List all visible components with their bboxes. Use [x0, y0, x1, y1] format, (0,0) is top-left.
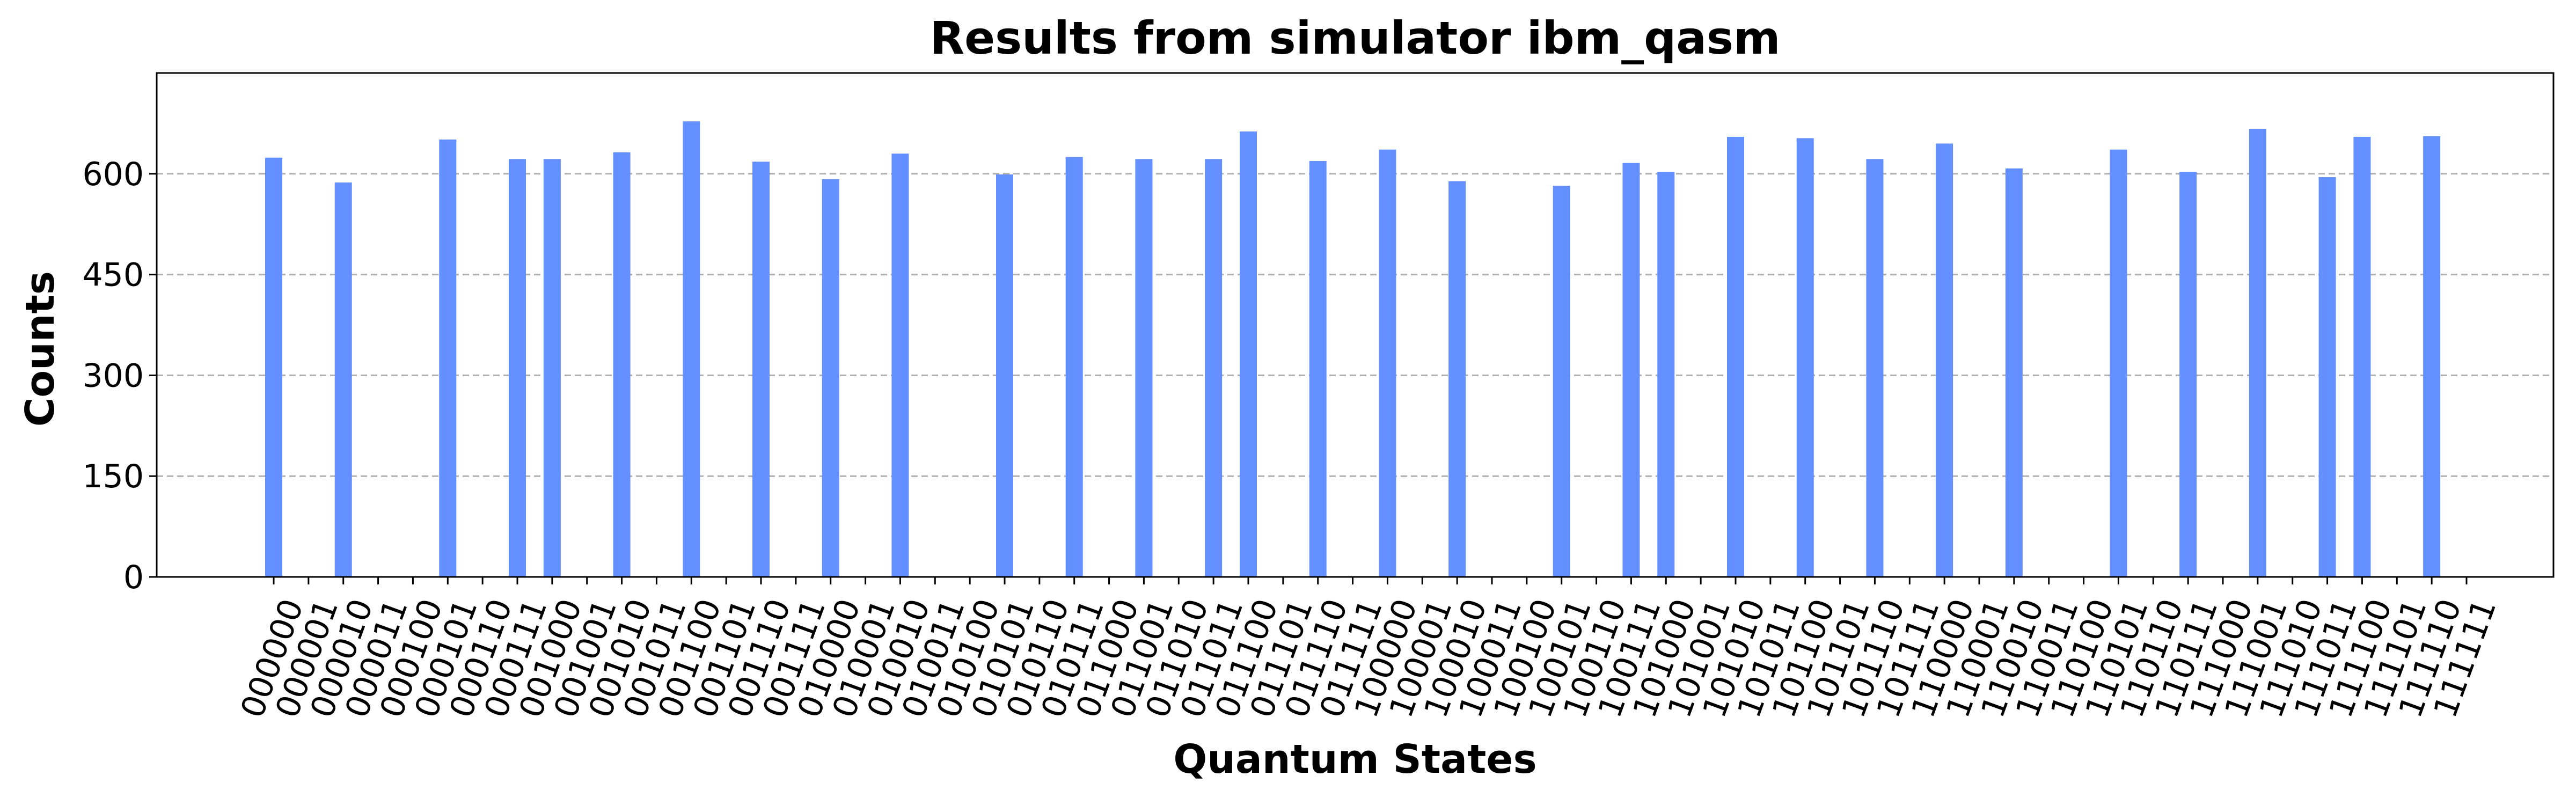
bar-000000	[265, 157, 282, 577]
bar-100000	[1379, 149, 1396, 577]
bar-110010	[2005, 168, 2023, 577]
y-axis-label: Counts	[17, 271, 63, 427]
bar-111011	[2318, 177, 2336, 577]
bar-011011	[1205, 159, 1223, 577]
bar-011001	[1135, 159, 1153, 577]
bar-001010	[613, 152, 631, 577]
y-tick-label: 300	[82, 357, 144, 394]
y-tick-label: 450	[82, 257, 144, 294]
bar-100101	[1553, 186, 1570, 577]
y-tick-label: 600	[82, 156, 144, 193]
bar-110101	[2110, 149, 2127, 577]
bar-001100	[683, 121, 700, 577]
bar-101010	[1727, 136, 1744, 577]
bar-000111	[509, 159, 526, 577]
chart-title: Results from simulator ibm_qasm	[930, 12, 1780, 64]
bar-000010	[334, 182, 352, 577]
bar-010101	[996, 174, 1013, 577]
bar-010111	[1065, 157, 1083, 577]
bar-001000	[543, 159, 561, 577]
bar-111001	[2249, 128, 2266, 577]
bar-111100	[2353, 136, 2371, 577]
bar-101100	[1796, 138, 1814, 577]
bar-111110	[2423, 136, 2441, 577]
bars	[265, 121, 2441, 577]
plot-area-frame	[156, 72, 2555, 578]
bar-011110	[1309, 161, 1327, 577]
x-axis-label: Quantum States	[1173, 736, 1536, 782]
bar-010000	[822, 179, 839, 577]
bar-101110	[1866, 159, 1884, 577]
bar-110000	[1936, 143, 1953, 577]
bar-110111	[2179, 172, 2197, 577]
bar-010010	[891, 153, 909, 577]
bar-000101	[439, 139, 457, 577]
y-axis-ticks: 0 150 300 450 600	[82, 156, 157, 596]
bar-100111	[1622, 163, 1640, 577]
bar-001110	[752, 162, 770, 577]
y-tick-label: 0	[123, 559, 144, 596]
bar-011100	[1240, 131, 1257, 577]
y-tick-label: 150	[82, 458, 144, 495]
x-axis-ticks: 0000000000010000100000110001000001010001…	[233, 577, 2504, 722]
bar-100010	[1448, 181, 1466, 577]
bar-101000	[1657, 172, 1675, 577]
